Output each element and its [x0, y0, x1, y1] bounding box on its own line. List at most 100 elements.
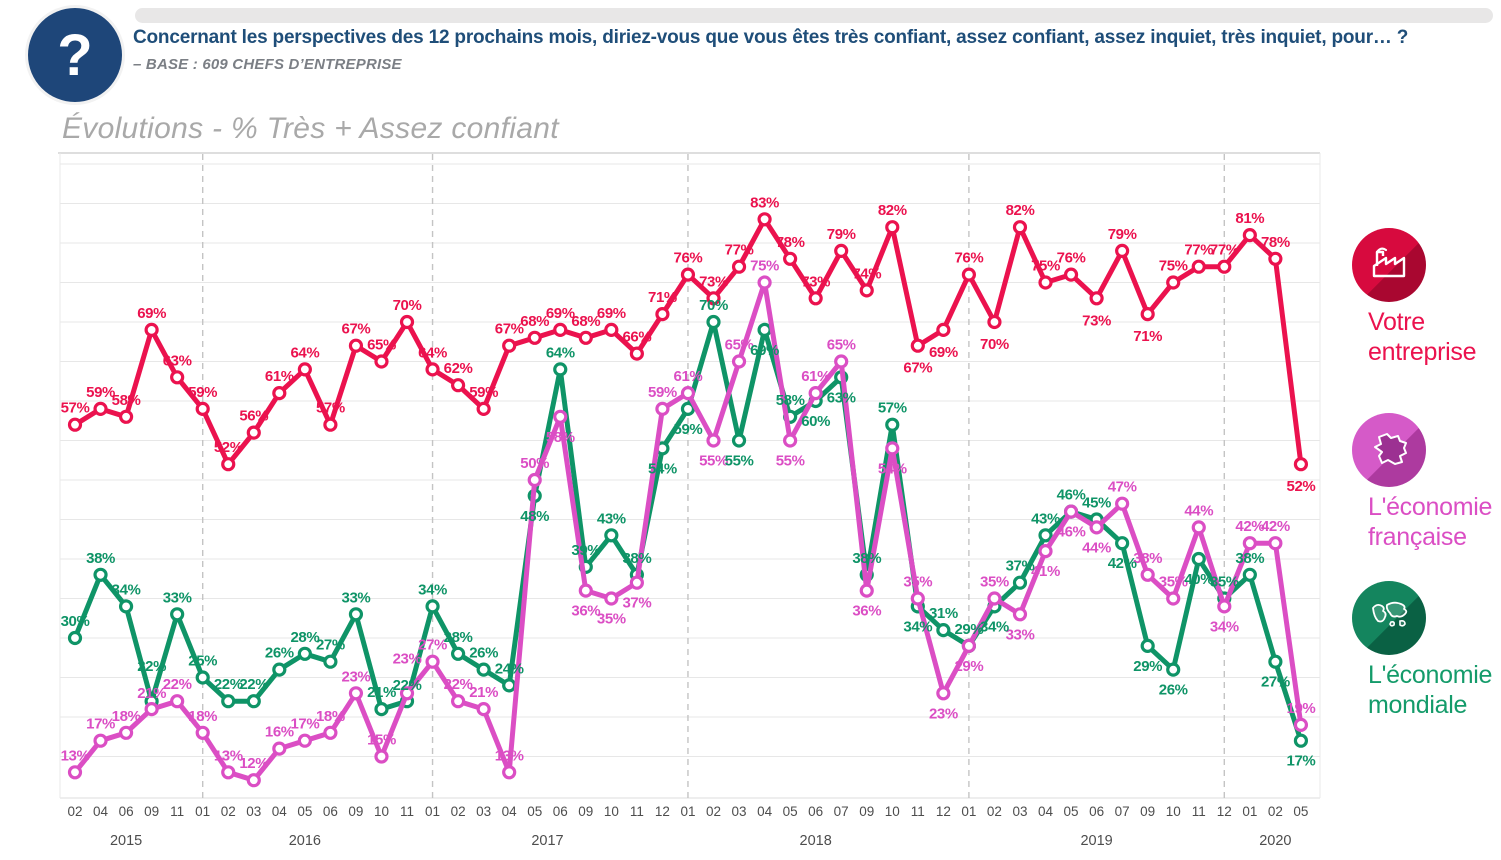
- legend-label-line: L'économie: [1368, 661, 1493, 689]
- data-label: 18%: [316, 708, 345, 725]
- x-tick-month: 09: [859, 804, 874, 819]
- data-label: 75%: [1159, 258, 1188, 275]
- chart-title: Évolutions - % Très + Assez confiant: [62, 112, 559, 145]
- data-label: 64%: [290, 344, 319, 361]
- data-label: 42%: [1108, 555, 1137, 572]
- x-axis-month-labels: 02 04 06 09 11 01 02 03 04 05 06 09 10 11 01 02 03 04 05 06…: [67, 804, 1308, 819]
- data-label: 34%: [112, 581, 141, 598]
- legend-label-line: L'économie: [1368, 493, 1493, 521]
- data-label: 39%: [571, 542, 600, 559]
- legend-label-economie-mondiale: L'économie mondiale: [1368, 661, 1501, 720]
- x-tick-month: 05: [527, 804, 542, 819]
- x-tick-month: 03: [476, 804, 491, 819]
- x-tick-month: 04: [757, 804, 773, 819]
- data-label: 71%: [1133, 328, 1162, 345]
- data-label: 69%: [546, 305, 575, 322]
- factory-icon: [1352, 228, 1426, 302]
- x-tick-month: 03: [1012, 804, 1027, 819]
- data-label: 59%: [188, 384, 217, 401]
- data-label: 23%: [342, 668, 371, 685]
- x-tick-month: 06: [1089, 804, 1104, 819]
- x-tick-year: 2019: [1080, 833, 1112, 849]
- header-banner-strip: [135, 8, 1493, 23]
- data-label: 57%: [61, 400, 90, 417]
- data-label: 35%: [1210, 574, 1239, 591]
- x-tick-month: 03: [246, 804, 261, 819]
- series-labels-votre-entreprise: 57%59%58%69%63%59%52%56%61%64%57%67%65%7…: [61, 194, 1316, 495]
- world-map-icon: [1352, 581, 1426, 655]
- data-label: 52%: [214, 439, 243, 456]
- data-label: 48%: [520, 508, 549, 525]
- data-label: 58%: [776, 392, 805, 409]
- data-label: 59%: [86, 384, 115, 401]
- data-label: 57%: [316, 400, 345, 417]
- gridlines: [58, 152, 1321, 799]
- data-label: 83%: [750, 194, 779, 211]
- data-label: 43%: [597, 510, 626, 527]
- data-label: 17%: [290, 716, 319, 733]
- x-tick-month: 02: [221, 804, 236, 819]
- series-labels-economie-francaise: 13%17%18%21%22%18%13%12%16%17%18%23%15%2…: [61, 258, 1316, 773]
- data-label: 69%: [929, 344, 958, 361]
- france-map-icon-glyph: [1374, 433, 1407, 465]
- x-tick-month: 01: [1242, 804, 1257, 819]
- data-label: 69%: [597, 305, 626, 322]
- data-label: 76%: [1057, 250, 1086, 267]
- x-tick-month: 06: [119, 804, 134, 819]
- data-label: 38%: [1133, 550, 1162, 567]
- x-tick-month: 02: [706, 804, 721, 819]
- data-label: 22%: [214, 676, 243, 693]
- data-label: 13%: [214, 747, 243, 764]
- data-label: 82%: [878, 202, 907, 219]
- data-label: 77%: [725, 242, 754, 259]
- data-label: 18%: [188, 708, 217, 725]
- data-label: 78%: [1261, 234, 1290, 251]
- x-tick-month: 12: [936, 804, 951, 819]
- data-label: 42%: [1261, 518, 1290, 535]
- data-label: 76%: [954, 250, 983, 267]
- data-label: 54%: [648, 460, 677, 477]
- data-label: 35%: [903, 574, 932, 591]
- data-label: 44%: [1082, 539, 1111, 556]
- data-label: 63%: [163, 352, 192, 369]
- data-label: 45%: [1082, 495, 1111, 512]
- data-label: 35%: [1159, 574, 1188, 591]
- data-label: 21%: [469, 684, 498, 701]
- data-label: 56%: [239, 408, 268, 425]
- legend-label-line: Votre: [1368, 308, 1425, 336]
- data-label: 77%: [1184, 242, 1213, 259]
- data-label: 82%: [1006, 202, 1035, 219]
- x-tick-month: 01: [195, 804, 210, 819]
- x-tick-month: 06: [808, 804, 823, 819]
- data-label: 55%: [725, 453, 754, 470]
- x-tick-month: 11: [1192, 804, 1206, 819]
- x-tick-year: 2018: [800, 833, 832, 849]
- data-label: 55%: [776, 453, 805, 470]
- x-tick-month: 09: [348, 804, 363, 819]
- x-tick-month: 07: [834, 804, 849, 819]
- confidence-line-chart: 57%59%58%69%63%59%52%56%61%64%57%67%65%7…: [58, 152, 1321, 849]
- data-label: 23%: [393, 650, 422, 667]
- data-label: 34%: [903, 618, 932, 635]
- data-label: 75%: [750, 258, 779, 275]
- data-label: 27%: [316, 637, 345, 654]
- legend-label-line: mondiale: [1368, 690, 1468, 719]
- x-tick-month: 02: [987, 804, 1002, 819]
- data-label: 34%: [1210, 618, 1239, 635]
- data-label: 68%: [520, 313, 549, 330]
- x-tick-month: 09: [1140, 804, 1155, 819]
- x-tick-month: 10: [885, 804, 900, 819]
- data-label: 61%: [265, 368, 294, 385]
- x-tick-year: 2020: [1259, 833, 1291, 849]
- data-label: 66%: [622, 329, 651, 346]
- x-tick-month: 03: [732, 804, 747, 819]
- question-mark-icon: ?: [28, 8, 122, 102]
- legend-label-line: française: [1368, 522, 1467, 551]
- data-label: 29%: [954, 658, 983, 675]
- x-tick-month: 09: [578, 804, 593, 819]
- x-tick-month: 12: [1217, 804, 1232, 819]
- data-label: 77%: [1210, 242, 1239, 259]
- x-tick-month: 01: [680, 804, 695, 819]
- data-label: 23%: [929, 705, 958, 722]
